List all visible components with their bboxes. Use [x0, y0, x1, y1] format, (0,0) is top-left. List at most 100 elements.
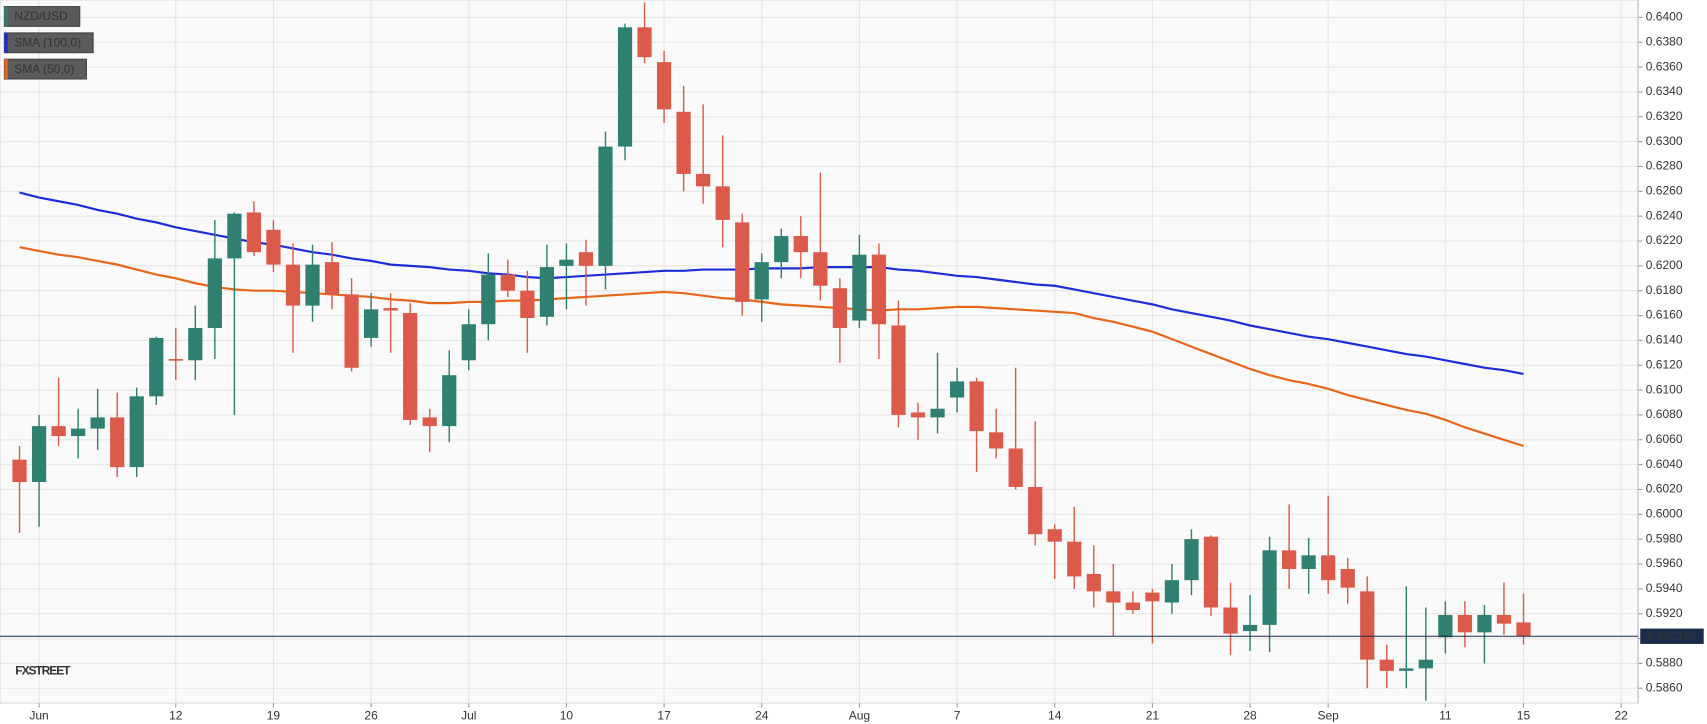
x-tick-label: 28 — [1243, 708, 1257, 722]
candle-body — [735, 222, 750, 302]
x-tick-label: 19 — [267, 708, 281, 722]
candle-body — [930, 408, 945, 418]
candle-body — [1516, 622, 1531, 637]
candle-body — [832, 288, 847, 328]
candle-body — [90, 417, 105, 429]
y-tick-label: 0.5940 — [1646, 581, 1683, 595]
y-tick-label: 0.6180 — [1646, 283, 1683, 297]
candle-body — [989, 432, 1004, 449]
candle-body — [1418, 659, 1433, 669]
candle-body — [246, 212, 262, 253]
y-tick-label: 0.6320 — [1646, 109, 1683, 123]
candle-body — [871, 254, 887, 325]
candle-body — [637, 27, 652, 58]
candle-body — [539, 267, 555, 317]
candle-body — [1086, 573, 1101, 592]
candle-body — [383, 308, 398, 311]
candle-body — [1301, 555, 1316, 569]
y-tick-label: 0.6160 — [1646, 308, 1683, 322]
candle-body — [227, 213, 242, 259]
candle-body — [813, 252, 828, 286]
candle-body — [403, 313, 418, 420]
y-tick-label: 0.6060 — [1646, 432, 1683, 446]
candle-body — [1457, 614, 1473, 633]
candle-body — [1340, 568, 1355, 588]
candle-body — [149, 337, 164, 397]
x-tick-label: Jun — [29, 708, 48, 722]
candle-body — [51, 426, 66, 437]
legend-label: SMA (50,0) — [14, 62, 74, 76]
candle-body — [1379, 659, 1394, 671]
legend-item: SMA (50,0) — [3, 58, 87, 80]
y-tick-label: 0.6020 — [1646, 482, 1683, 496]
x-tick-label: 11 — [1439, 708, 1452, 722]
y-tick-label: 0.6300 — [1646, 134, 1683, 148]
candle-body — [1477, 614, 1492, 633]
candle-body — [481, 274, 496, 325]
candle-body — [71, 428, 86, 437]
candle-body — [422, 417, 437, 427]
x-tick-label: 10 — [560, 708, 574, 722]
candle-body — [891, 325, 906, 415]
y-tick-label: 0.6080 — [1646, 407, 1683, 421]
x-tick-label: 22 — [1614, 708, 1628, 722]
y-tick-label: 0.6280 — [1646, 159, 1683, 173]
candle-body — [1399, 668, 1414, 671]
candle-body — [305, 264, 320, 306]
candle-body — [363, 309, 379, 338]
y-tick-label: 0.5880 — [1646, 656, 1683, 670]
x-tick-label: Aug — [849, 708, 870, 722]
candle-body — [1438, 614, 1453, 638]
watermark: FXSTREET — [15, 664, 71, 678]
y-tick-label: 0.6380 — [1646, 34, 1683, 48]
candle-body — [1321, 555, 1336, 581]
y-tick-label: 0.6340 — [1646, 84, 1683, 98]
candle-body — [910, 412, 926, 418]
legend-swatch — [4, 59, 8, 79]
candle-body — [1360, 591, 1375, 660]
candle-body — [1164, 580, 1180, 603]
y-tick-label: 0.6240 — [1646, 208, 1683, 222]
x-tick-label: 14 — [1048, 708, 1062, 722]
candle-body — [598, 146, 613, 266]
candle-body — [129, 396, 144, 468]
y-tick-label: 0.6100 — [1646, 382, 1683, 396]
y-tick-label: 0.6040 — [1646, 457, 1683, 471]
legend-item: SMA (100,0) — [3, 32, 94, 54]
candle-body — [1028, 486, 1043, 535]
candle-body — [1496, 614, 1512, 624]
candle-body — [500, 274, 515, 291]
legend-label: NZD/USD — [14, 9, 68, 23]
legend-swatch — [4, 32, 8, 53]
candle-body — [1125, 602, 1140, 610]
candle-body — [324, 262, 340, 295]
x-tick-label: Jul — [461, 708, 476, 722]
y-tick-label: 0.6140 — [1646, 333, 1683, 347]
candle-body — [344, 294, 359, 368]
x-tick-label: 24 — [755, 708, 769, 722]
candle-body — [285, 264, 301, 306]
candle-body — [793, 236, 808, 253]
candle-body — [715, 186, 730, 220]
candle-body — [1047, 529, 1062, 542]
candle-body — [12, 459, 27, 483]
candle-body — [188, 327, 203, 361]
candle-body — [754, 262, 769, 300]
candle-body — [168, 359, 183, 361]
candle-body — [1184, 539, 1199, 581]
y-tick-label: 0.5920 — [1646, 606, 1683, 620]
last-price-label: 0.590185 — [1647, 629, 1697, 643]
candle-body — [1242, 624, 1258, 632]
candle-body — [578, 252, 594, 266]
x-tick-label: 12 — [169, 708, 183, 722]
candle-body — [1203, 536, 1219, 608]
legend-item: NZD/USD — [3, 6, 81, 27]
candle-body — [1145, 592, 1160, 602]
x-tick-label: 7 — [954, 708, 961, 722]
y-tick-label: 0.5980 — [1646, 531, 1683, 545]
candle-body — [852, 254, 867, 321]
candle-body — [1106, 591, 1121, 603]
legend-swatch — [4, 6, 8, 27]
y-tick-label: 0.6260 — [1646, 183, 1683, 197]
